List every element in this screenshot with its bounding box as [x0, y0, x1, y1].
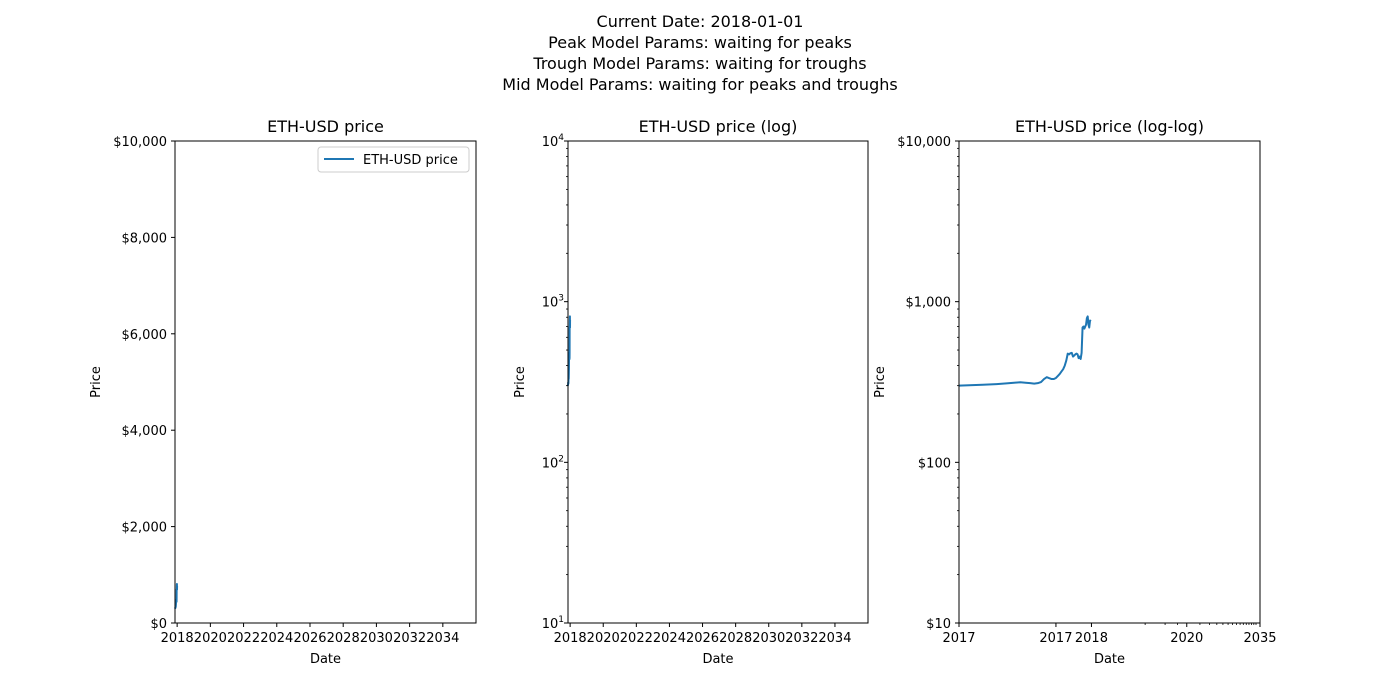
legend-box	[317, 146, 470, 173]
x-axis-label-2: Date	[702, 652, 733, 667]
x-tick-label: 2026	[293, 631, 326, 646]
x-tick-label: 2020	[1170, 631, 1203, 646]
x-tick-label: 2030	[360, 631, 393, 646]
x-tick-label: 2030	[752, 631, 785, 646]
x-tick-label: 2024	[653, 631, 686, 646]
y-axis-label-1: Price	[89, 366, 104, 398]
y-tick-label: $2,000	[122, 521, 168, 536]
y-tick-label: $1,000	[906, 296, 952, 311]
x-tick-label: 2032	[393, 631, 426, 646]
x-tick-label: 2034	[426, 631, 459, 646]
axes-frame-3	[958, 140, 1261, 624]
x-tick-label: 2034	[818, 631, 851, 646]
series-line-eth-usd-price-3	[958, 315, 1092, 387]
suptitle-current-date: Current Date: 2018-01-01	[596, 12, 804, 31]
x-tick-label: 2024	[260, 631, 293, 646]
x-tick-label: 2018	[161, 631, 194, 646]
suptitle-mid-params: Mid Model Params: waiting for peaks and …	[502, 75, 898, 94]
x-axis-label-1: Date	[310, 652, 341, 667]
x-tick-label: 2017	[942, 631, 975, 646]
y-tick-label: $6,000	[122, 328, 168, 343]
subplot-title-1: ETH-USD price	[267, 117, 384, 136]
x-tick-label: 2028	[327, 631, 360, 646]
x-axis-label-3: Date	[1094, 652, 1125, 667]
y-tick-label: 102	[542, 454, 564, 471]
x-tick-label: 2035	[1243, 631, 1276, 646]
x-tick-label: 2020	[587, 631, 620, 646]
x-tick-label: 2032	[785, 631, 818, 646]
x-tick-label: 2020	[194, 631, 227, 646]
subplot-title-2: ETH-USD price (log)	[639, 117, 798, 136]
suptitle-trough-params: Trough Model Params: waiting for troughs	[533, 54, 867, 73]
axes-frame-1	[174, 140, 477, 624]
y-tick-label: $100	[918, 456, 951, 471]
x-tick-label: 2018	[554, 631, 587, 646]
x-tick-label: 2026	[686, 631, 719, 646]
axes-frame-2	[567, 140, 869, 624]
x-tick-label: 2018	[1075, 631, 1108, 646]
y-tick-label: $0	[150, 617, 167, 632]
y-tick-label: $10,000	[897, 135, 951, 150]
y-tick-label: 101	[542, 615, 564, 632]
y-tick-label: $4,000	[122, 424, 168, 439]
y-axis-label-3: Price	[873, 366, 888, 398]
y-tick-label: $10	[926, 617, 951, 632]
y-tick-label: 103	[542, 294, 564, 311]
x-tick-label: 2017	[1039, 631, 1072, 646]
suptitle-peak-params: Peak Model Params: waiting for peaks	[548, 33, 852, 52]
y-tick-label: $8,000	[122, 231, 168, 246]
x-tick-label: 2028	[719, 631, 752, 646]
y-tick-label: $10,000	[113, 135, 167, 150]
y-tick-label: 104	[542, 133, 565, 150]
x-tick-label: 2022	[227, 631, 260, 646]
subplot-title-3: ETH-USD price (log-log)	[1015, 117, 1204, 136]
legend-label: ETH-USD price	[363, 153, 458, 168]
x-tick-label: 2022	[620, 631, 653, 646]
y-axis-label-2: Price	[513, 366, 528, 398]
